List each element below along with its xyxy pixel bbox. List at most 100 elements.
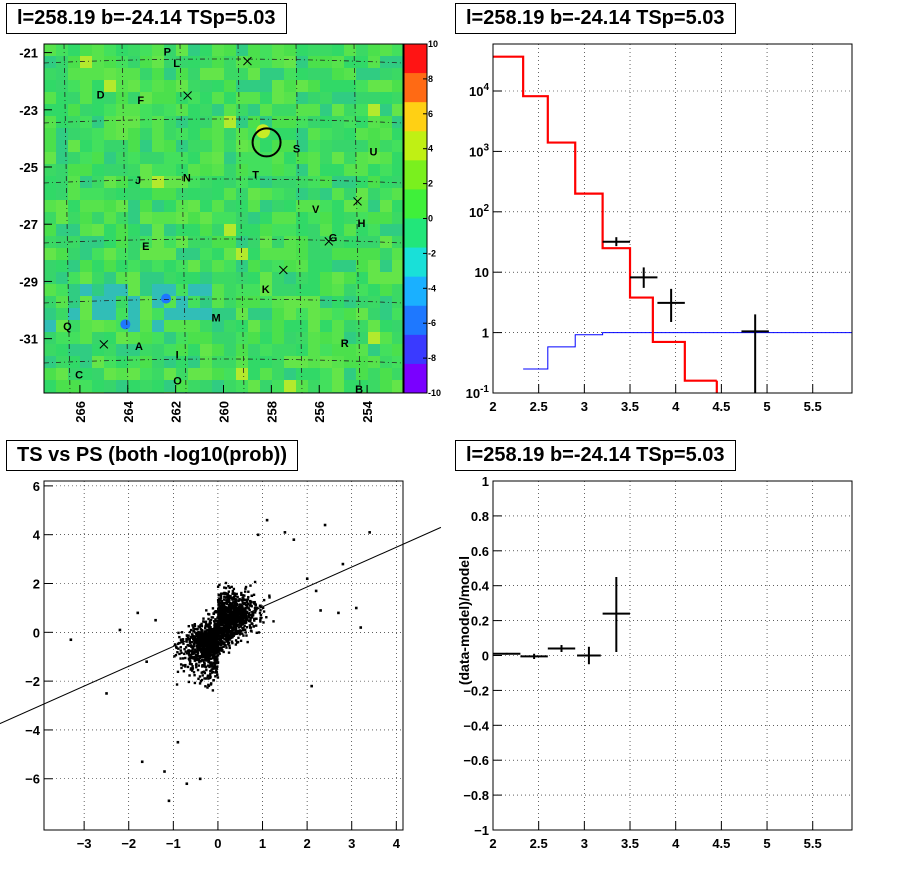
residual-y-tick-label: 1 [482, 474, 489, 489]
scatter-point [198, 631, 201, 634]
map-cell [176, 236, 188, 248]
scatter-point [236, 613, 239, 617]
map-cell [92, 368, 104, 380]
map-cell [260, 272, 272, 284]
spectrum-plot-area [492, 43, 853, 394]
map-cell [164, 248, 176, 260]
scatter-point [218, 583, 221, 587]
map-cell [200, 56, 212, 68]
scatter-point [214, 610, 217, 613]
scatter-point [228, 601, 232, 605]
map-cell [260, 200, 272, 212]
colorbar-segment [404, 276, 427, 307]
map-cell [56, 188, 68, 200]
scatter-point [198, 682, 202, 685]
map-cell [392, 320, 403, 332]
map-cell [56, 92, 68, 104]
map-cell [92, 212, 104, 224]
map-cell [80, 236, 92, 248]
scatter-point [191, 667, 195, 670]
map-cell [68, 224, 80, 236]
scatter-point [204, 685, 207, 688]
map-cell [152, 140, 164, 152]
map-cell [212, 224, 224, 236]
map-cell [104, 380, 116, 392]
map-cell [356, 380, 368, 392]
map-cell [128, 260, 140, 272]
map-cell [80, 140, 92, 152]
scatter-point [220, 611, 224, 614]
map-cell [68, 176, 80, 188]
map-cell [248, 284, 260, 296]
scatter-point [216, 676, 220, 679]
scatter-point [207, 617, 210, 621]
map-cell [380, 296, 392, 308]
scatter-point [249, 600, 253, 603]
map-cell [224, 248, 236, 260]
scatter-point [200, 634, 204, 638]
scatter-point [196, 657, 199, 661]
map-cell [344, 176, 356, 188]
residual-y-tick-label: −0.6 [463, 753, 489, 768]
map-marker [99, 340, 109, 349]
map-cell [272, 44, 284, 56]
map-source-label: K [262, 284, 270, 296]
map-cell [248, 236, 260, 248]
scatter-point [211, 650, 214, 654]
scatter-point [234, 606, 238, 609]
map-cell [284, 356, 296, 368]
scatter-point [206, 664, 210, 667]
scatter-point [219, 636, 222, 639]
scatter-point [236, 630, 239, 634]
scatter-point [231, 613, 235, 616]
scatter-point [206, 625, 209, 628]
map-cell [92, 284, 104, 296]
map-cell [68, 68, 80, 80]
scatter-point [215, 635, 218, 638]
map-cell [344, 320, 356, 332]
scatter-point [193, 659, 197, 662]
map-cell [164, 128, 176, 140]
scatter-point [202, 655, 206, 658]
scatter-point [204, 630, 207, 633]
map-cell [224, 56, 236, 68]
scatter-point [217, 600, 220, 604]
map-cell [56, 152, 68, 164]
scatter-point [231, 617, 234, 621]
map-cell [224, 116, 236, 128]
scatter-frame [43, 480, 404, 831]
scatter-point [226, 626, 230, 630]
map-cell [284, 344, 296, 356]
map-cell [92, 272, 104, 284]
map-cell [200, 356, 212, 368]
map-cell [320, 224, 332, 236]
colorbar-segment [404, 102, 427, 132]
scatter-point [206, 686, 209, 689]
map-cell [392, 296, 403, 308]
map-cell [200, 368, 212, 380]
map-cell [188, 140, 200, 152]
scatter-point [239, 609, 242, 612]
map-cell [344, 80, 356, 92]
map-cell [356, 80, 368, 92]
scatter-point [184, 663, 187, 667]
map-gridline [353, 43, 361, 394]
scatter-point [204, 677, 208, 680]
map-cell [140, 272, 152, 284]
scatter-point [206, 675, 209, 679]
scatter-point [368, 531, 371, 534]
map-cell [356, 212, 368, 224]
map-cell [296, 104, 308, 116]
scatter-point [200, 671, 203, 674]
residual-y-tick-label: −0.4 [463, 718, 489, 733]
map-cell [272, 164, 284, 176]
scatter-point [196, 646, 199, 649]
map-cell [332, 332, 344, 344]
map-cell [140, 260, 152, 272]
map-cell [248, 56, 260, 68]
map-cell [392, 104, 403, 116]
scatter-point [217, 637, 220, 640]
scatter-point [227, 651, 231, 654]
map-cell [104, 68, 116, 80]
scatter-point [227, 613, 230, 616]
